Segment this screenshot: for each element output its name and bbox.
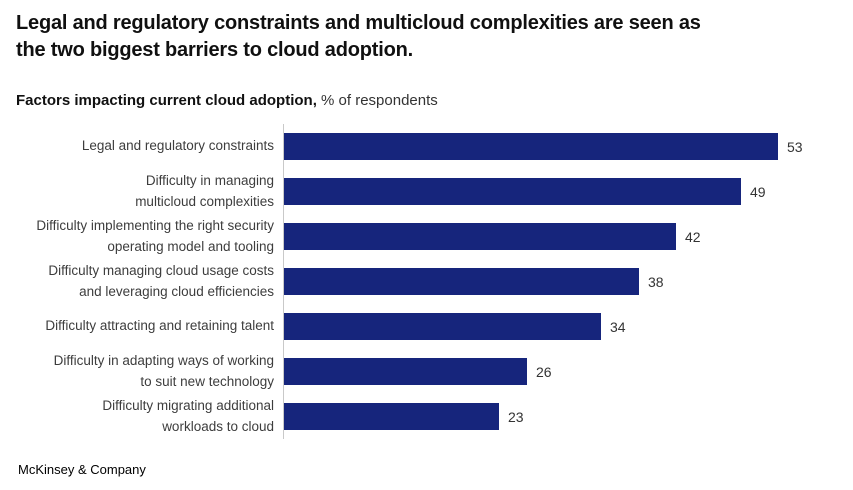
bar xyxy=(284,268,639,295)
bar-value: 38 xyxy=(648,273,664,290)
chart-row: Difficulty implementing the right securi… xyxy=(0,214,853,259)
bar xyxy=(284,178,741,205)
bar xyxy=(284,358,527,385)
page-title: Legal and regulatory constraints and mul… xyxy=(16,12,701,61)
chart-row: Difficulty in adapting ways of working t… xyxy=(0,349,853,394)
bar-value: 49 xyxy=(750,183,766,200)
bar-value: 53 xyxy=(787,138,803,155)
bar xyxy=(284,223,676,250)
bar-label: Difficulty in managing multicloud comple… xyxy=(135,173,274,209)
chart-row: Legal and regulatory constraints 53 xyxy=(0,124,853,169)
bar-value: 34 xyxy=(610,318,626,335)
bar-track: 23 xyxy=(283,394,853,439)
bar-chart: Legal and regulatory constraints 53 Diffic… xyxy=(0,124,853,439)
bar-track: 34 xyxy=(283,304,853,349)
bar xyxy=(284,313,601,340)
bar-track: 26 xyxy=(283,349,853,394)
chart-subtitle-bold: Factors impacting current cloud adoption… xyxy=(16,92,317,109)
bar-label: Difficulty implementing the right securi… xyxy=(36,218,274,254)
bar-label: Difficulty attracting and retaining tale… xyxy=(45,318,274,334)
chart-row: Difficulty managing cloud usage costs an… xyxy=(0,259,853,304)
bar-value: 23 xyxy=(508,408,524,425)
chart-row: Difficulty migrating additional workload… xyxy=(0,394,853,439)
bar-track: 49 xyxy=(283,169,853,214)
bar-label: Difficulty managing cloud usage costs an… xyxy=(48,263,274,299)
bar-label: Legal and regulatory constraints xyxy=(81,138,274,154)
chart-subtitle-regular: % of respondents xyxy=(321,92,438,109)
brand-footer: McKinsey & Company xyxy=(18,462,146,477)
bar-track: 53 xyxy=(283,124,853,169)
bar xyxy=(284,403,499,430)
chart-row: Difficulty in managing multicloud comple… xyxy=(0,169,853,214)
bar-label: Difficulty migrating additional workload… xyxy=(102,398,274,434)
bar xyxy=(284,133,778,160)
chart-row: Difficulty attracting and retaining tale… xyxy=(0,304,853,349)
bar-value: 42 xyxy=(685,228,701,245)
bar-track: 38 xyxy=(283,259,853,304)
bar-track: 42 xyxy=(283,214,853,259)
bar-label: Difficulty in adapting ways of working t… xyxy=(53,353,274,389)
chart-subtitle: Factors impacting current cloud adoption… xyxy=(0,92,853,110)
bar-value: 26 xyxy=(536,363,552,380)
